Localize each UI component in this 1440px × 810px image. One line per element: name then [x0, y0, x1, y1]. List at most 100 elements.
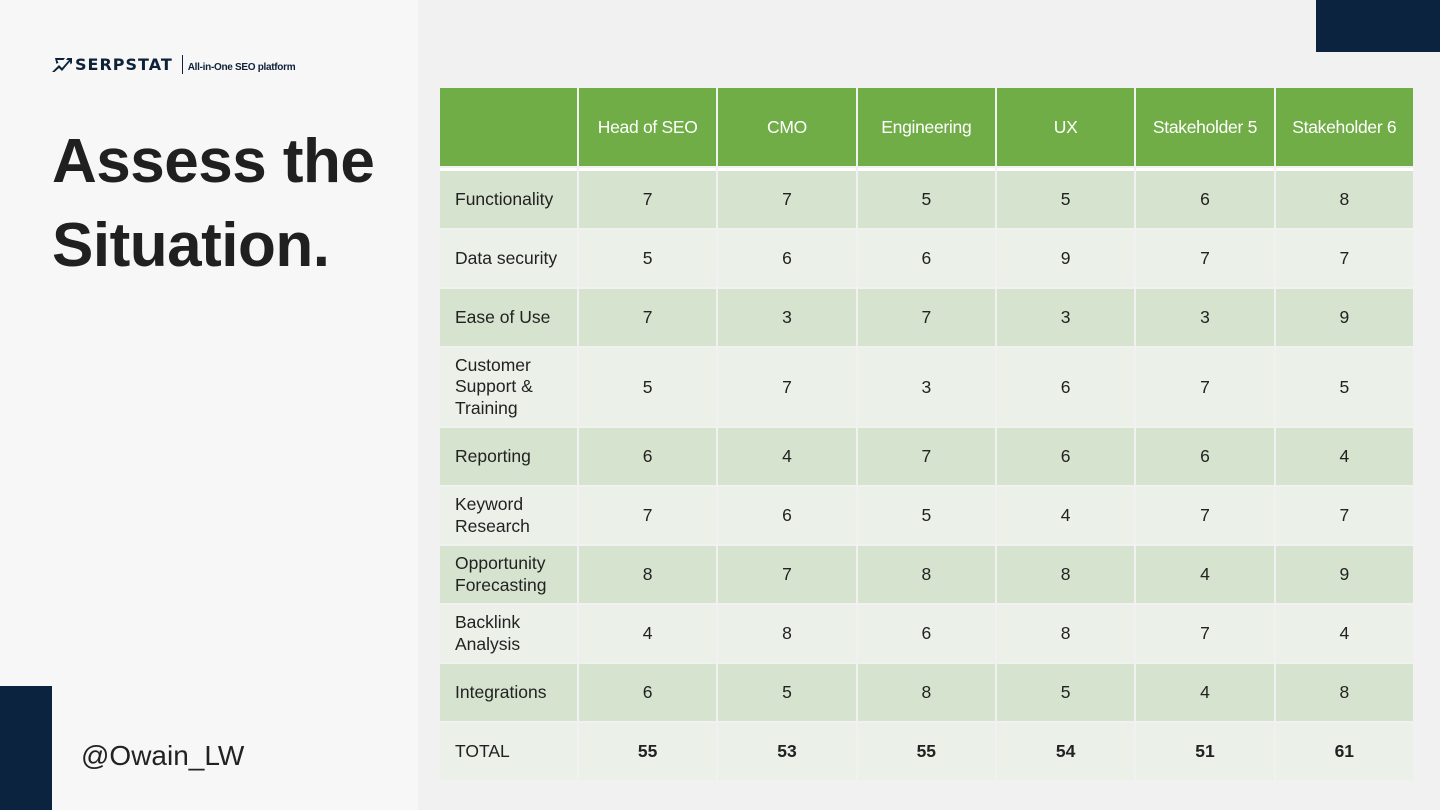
header-cell-ux: UX [996, 88, 1135, 166]
header-cell-stakeholder-6: Stakeholder 6 [1275, 88, 1413, 166]
total-cell: 55 [857, 723, 995, 780]
table-row: Backlink Analysis 4 8 6 8 7 4 [440, 605, 1413, 662]
score-cell: 7 [718, 348, 856, 426]
score-cell: 6 [996, 348, 1135, 426]
score-cell: 6 [579, 428, 717, 485]
logo-wordmark: SERPSTAT [75, 54, 173, 74]
score-cell: 7 [857, 428, 995, 485]
row-label: Opportunity Forecasting [440, 546, 577, 603]
slide-title-line-1: Assess the [52, 127, 375, 196]
score-cell: 6 [718, 230, 856, 287]
score-cell: 4 [1275, 428, 1413, 485]
header-cell-criteria [440, 88, 577, 166]
total-cell: 51 [1136, 723, 1274, 780]
score-cell: 7 [718, 546, 856, 603]
table-row: Keyword Research 7 6 5 4 7 7 [440, 487, 1413, 544]
score-cell: 3 [1136, 289, 1274, 346]
table-row: Reporting 6 4 7 6 6 4 [440, 428, 1413, 485]
score-cell: 6 [857, 230, 995, 287]
row-label: Integrations [440, 664, 577, 721]
total-label: TOTAL [440, 723, 577, 780]
score-cell: 5 [1275, 348, 1413, 426]
serpstat-logo: SERPSTAT All-in-One SEO platform [52, 54, 296, 74]
score-cell: 7 [1275, 230, 1413, 287]
row-label: Keyword Research [440, 487, 577, 544]
row-label: Backlink Analysis [440, 605, 577, 662]
score-cell: 6 [857, 605, 995, 662]
table-header-row: Head of SEO CMO Engineering UX Stakehold… [440, 88, 1413, 166]
table-row: Opportunity Forecasting 8 7 8 8 4 9 [440, 546, 1413, 603]
score-cell: 4 [1136, 664, 1274, 721]
score-cell: 4 [718, 428, 856, 485]
score-cell: 3 [996, 289, 1135, 346]
decorative-corner-top [1316, 0, 1440, 52]
score-cell: 7 [718, 168, 856, 228]
score-cell: 4 [996, 487, 1135, 544]
score-cell: 8 [996, 546, 1135, 603]
score-cell: 4 [1136, 546, 1274, 603]
score-cell: 5 [996, 168, 1135, 228]
score-cell: 7 [857, 289, 995, 346]
score-cell: 8 [857, 546, 995, 603]
total-cell: 54 [996, 723, 1135, 780]
score-cell: 6 [1136, 428, 1274, 485]
total-cell: 55 [579, 723, 717, 780]
logo-tagline: All-in-One SEO platform [187, 61, 296, 73]
table-row: Customer Support & Training 5 7 3 6 7 5 [440, 348, 1413, 426]
table-row: Ease of Use 7 3 7 3 3 9 [440, 289, 1413, 346]
row-label: Functionality [440, 168, 577, 228]
header-cell-engineering: Engineering [857, 88, 995, 166]
score-cell: 9 [1275, 289, 1413, 346]
score-cell: 5 [857, 487, 995, 544]
score-cell: 5 [857, 168, 995, 228]
row-label: Data security [440, 230, 577, 287]
stakeholder-scores-table: Head of SEO CMO Engineering UX Stakehold… [438, 86, 1415, 782]
header-cell-cmo: CMO [718, 88, 856, 166]
score-cell: 6 [718, 487, 856, 544]
author-handle: @Owain_LW [81, 740, 245, 771]
score-cell: 5 [996, 664, 1135, 721]
score-cell: 5 [579, 348, 717, 426]
total-cell: 61 [1275, 723, 1413, 780]
score-cell: 5 [718, 664, 856, 721]
score-cell: 3 [718, 289, 856, 346]
score-cell: 6 [1136, 168, 1274, 228]
score-cell: 8 [996, 605, 1135, 662]
score-cell: 7 [579, 289, 717, 346]
table-row: Data security 5 6 6 9 7 7 [440, 230, 1413, 287]
score-cell: 6 [996, 428, 1135, 485]
table-row: Integrations 6 5 8 5 4 8 [440, 664, 1413, 721]
score-cell: 5 [579, 230, 717, 287]
row-label: Customer Support & Training [440, 348, 577, 426]
score-cell: 8 [718, 605, 856, 662]
slide-title-line-2: Situation. [52, 211, 330, 280]
score-cell: 4 [1275, 605, 1413, 662]
score-cell: 7 [1136, 605, 1274, 662]
header-cell-head-of-seo: Head of SEO [579, 88, 717, 166]
logo-divider [181, 54, 183, 74]
header-cell-stakeholder-5: Stakeholder 5 [1136, 88, 1274, 166]
left-panel: SERPSTAT All-in-One SEO platform Assess … [0, 0, 418, 810]
score-cell: 9 [1275, 546, 1413, 603]
score-cell: 6 [579, 664, 717, 721]
score-cell: 7 [1275, 487, 1413, 544]
score-cell: 8 [1275, 168, 1413, 228]
score-cell: 7 [1136, 230, 1274, 287]
score-cell: 9 [996, 230, 1135, 287]
score-cell: 7 [1136, 487, 1274, 544]
row-label: Reporting [440, 428, 577, 485]
row-label: Ease of Use [440, 289, 577, 346]
score-cell: 7 [1136, 348, 1274, 426]
decorative-corner-bottom [0, 686, 52, 810]
score-cell: 8 [1275, 664, 1413, 721]
score-cell: 7 [579, 168, 717, 228]
slide-title: Assess the Situation. [52, 120, 375, 288]
table-row: Functionality 7 7 5 5 6 8 [440, 168, 1413, 228]
score-cell: 7 [579, 487, 717, 544]
total-cell: 53 [718, 723, 856, 780]
score-cell: 8 [857, 664, 995, 721]
serpstat-logo-icon [52, 57, 72, 72]
total-row: TOTAL 55 53 55 54 51 61 [440, 723, 1413, 780]
score-cell: 8 [579, 546, 717, 603]
score-cell: 3 [857, 348, 995, 426]
